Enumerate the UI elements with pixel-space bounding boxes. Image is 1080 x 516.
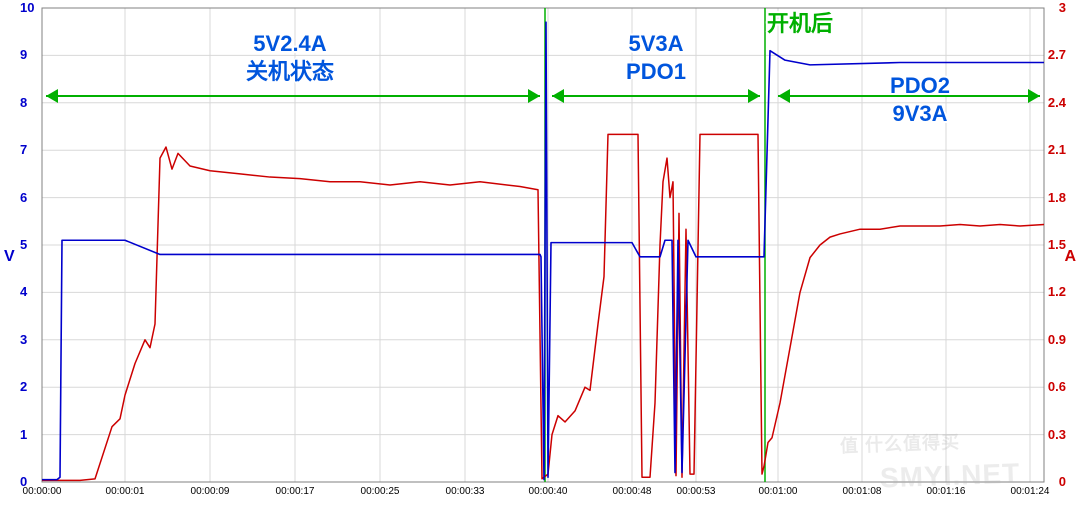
y-right-tick: 1.2 xyxy=(1048,284,1066,299)
x-tick: 00:00:00 xyxy=(23,486,62,497)
y-right-tick: 2.7 xyxy=(1048,47,1066,62)
x-tick: 00:00:53 xyxy=(677,486,716,497)
y-left-axis-label: V xyxy=(4,248,15,266)
y-right-tick: 0.9 xyxy=(1048,332,1066,347)
x-tick: 00:00:09 xyxy=(191,486,230,497)
y-right-tick: 3 xyxy=(1059,0,1066,15)
y-left-tick: 5 xyxy=(20,237,27,252)
y-right-axis-label: A xyxy=(1064,248,1076,266)
y-left-tick: 10 xyxy=(20,0,34,15)
x-tick: 00:00:33 xyxy=(446,486,485,497)
y-right-tick: 1.8 xyxy=(1048,190,1066,205)
chart-container: V A SMYI.NET 值 什么值得买 01234567891000.30.6… xyxy=(0,0,1080,516)
y-left-tick: 6 xyxy=(20,190,27,205)
annotation-sec3: PDO29V3A xyxy=(840,72,1000,127)
y-right-tick: 2.4 xyxy=(1048,95,1066,110)
y-right-tick: 0.3 xyxy=(1048,427,1066,442)
x-tick: 00:01:24 xyxy=(1011,486,1050,497)
x-tick: 00:01:08 xyxy=(843,486,882,497)
x-tick: 00:00:17 xyxy=(276,486,315,497)
annotation-sec2: 5V3APDO1 xyxy=(576,30,736,85)
y-left-tick: 1 xyxy=(20,427,27,442)
x-tick: 00:00:40 xyxy=(529,486,568,497)
y-left-tick: 3 xyxy=(20,332,27,347)
y-right-tick: 0.6 xyxy=(1048,379,1066,394)
annotation-sec1: 5V2.4A关机状态 xyxy=(210,30,370,85)
x-tick: 00:00:48 xyxy=(613,486,652,497)
annotation-sec2_top: 开机后 xyxy=(720,10,880,38)
x-tick: 00:01:16 xyxy=(927,486,966,497)
y-right-tick: 2.1 xyxy=(1048,142,1066,157)
x-tick: 00:01:00 xyxy=(759,486,798,497)
watermark-smzdm: 值 什么值得买 xyxy=(840,428,961,458)
y-right-tick: 1.5 xyxy=(1048,237,1066,252)
y-left-tick: 7 xyxy=(20,142,27,157)
y-right-tick: 0 xyxy=(1059,474,1066,489)
y-left-tick: 8 xyxy=(20,95,27,110)
y-left-tick: 4 xyxy=(20,284,27,299)
x-tick: 00:00:01 xyxy=(106,486,145,497)
y-left-tick: 2 xyxy=(20,379,27,394)
y-left-tick: 9 xyxy=(20,47,27,62)
x-tick: 00:00:25 xyxy=(361,486,400,497)
